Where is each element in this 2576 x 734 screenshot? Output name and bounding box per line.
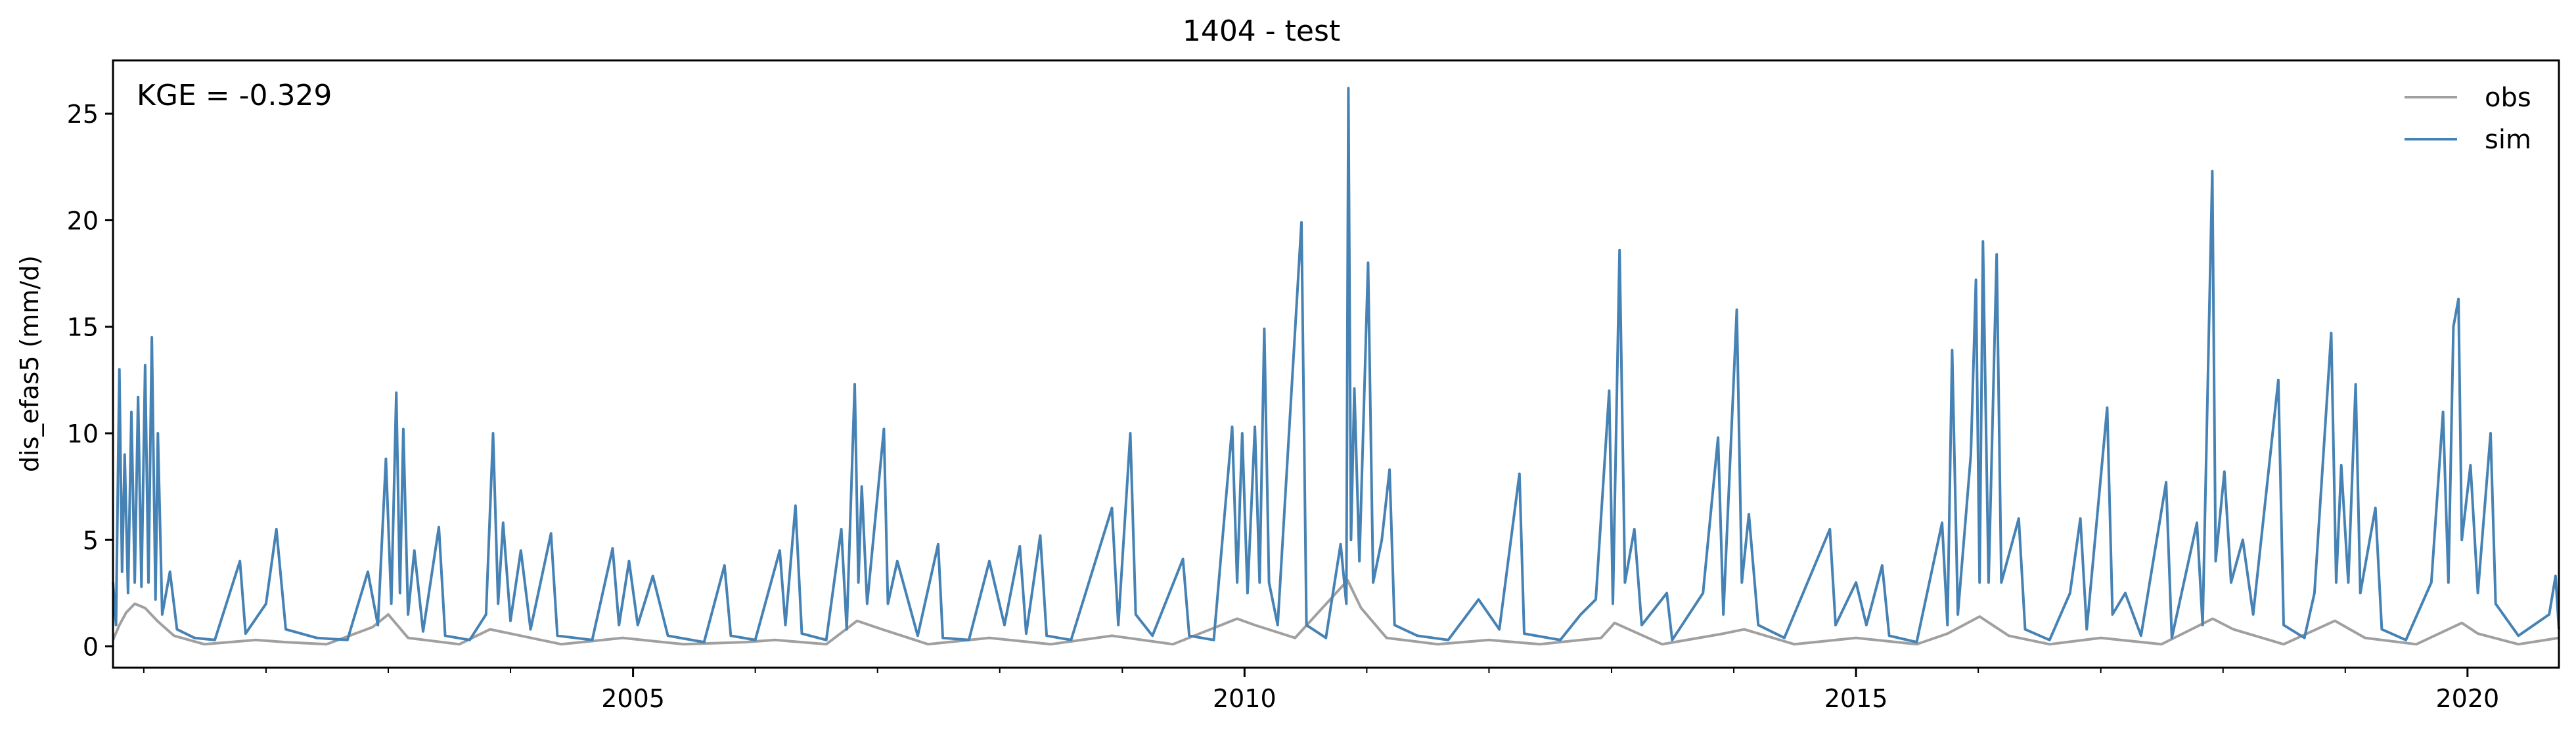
series-line-obs [112,578,2560,646]
plot-area [112,59,2560,669]
x-axis: 2005 2010 2015 2020 [143,668,2499,713]
x-tick-label: 2010 [1213,684,1277,713]
x-tick-label: 2020 [2435,684,2499,713]
y-tick-label: 5 [83,526,99,555]
y-tick-label: 0 [83,633,99,662]
axes-frame [112,59,2560,669]
legend-obs-label: obs [2485,83,2531,113]
series-layer [112,87,2560,646]
legend: obs sim [2405,83,2531,155]
y-axis-label: dis_efas5 (mm/d) [15,255,44,472]
series-line-sim [112,87,2560,644]
y-tick-label: 25 [67,100,99,129]
y-tick-label: 10 [67,420,99,448]
x-tick-label: 2015 [1824,684,1888,713]
kge-annotation: KGE = -0.329 [137,79,332,112]
chart-title: 1404 - test [1183,14,1340,48]
y-tick-label: 15 [67,313,99,342]
x-tick-label: 2005 [601,684,665,713]
y-axis: 0 5 10 15 20 25 [67,100,113,662]
legend-sim-label: sim [2485,125,2531,155]
y-tick-label: 20 [67,206,99,235]
